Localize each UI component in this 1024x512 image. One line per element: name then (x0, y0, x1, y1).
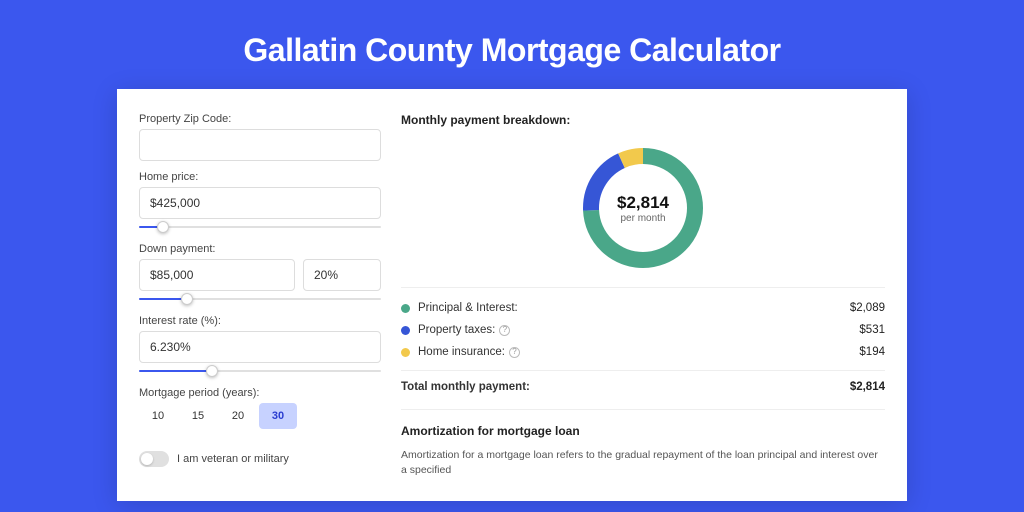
home-price-label: Home price: (139, 171, 381, 183)
veteran-toggle-row: I am veteran or military (139, 451, 381, 467)
slider-thumb[interactable] (206, 365, 218, 377)
amortization-section: Amortization for mortgage loan Amortizat… (401, 409, 885, 477)
veteran-toggle[interactable] (139, 451, 169, 467)
page-title: Gallatin County Mortgage Calculator (243, 32, 780, 69)
legend-dot-icon (401, 304, 410, 313)
home-price-slider[interactable] (139, 221, 381, 233)
legend-dot-icon (401, 348, 410, 357)
period-label: Mortgage period (years): (139, 387, 381, 399)
period-option-15[interactable]: 15 (179, 403, 217, 429)
legend-label: Principal & Interest: (418, 302, 850, 314)
legend-value: $194 (859, 346, 885, 358)
interest-label: Interest rate (%): (139, 315, 381, 327)
info-icon[interactable]: ? (509, 347, 520, 358)
period-option-20[interactable]: 20 (219, 403, 257, 429)
legend-value: $531 (859, 324, 885, 336)
field-home-price: Home price: (139, 171, 381, 233)
legend-row: Property taxes:?$531 (401, 324, 885, 336)
total-label: Total monthly payment: (401, 381, 850, 393)
interest-slider[interactable] (139, 365, 381, 377)
slider-thumb[interactable] (157, 221, 169, 233)
legend-row: Home insurance:?$194 (401, 346, 885, 358)
down-payment-label: Down payment: (139, 243, 381, 255)
legend-label: Home insurance:? (418, 346, 859, 358)
down-payment-amount-input[interactable] (139, 259, 295, 291)
amortization-text: Amortization for a mortgage loan refers … (401, 448, 885, 477)
inputs-column: Property Zip Code: Home price: Down paym… (139, 113, 381, 501)
field-down-payment: Down payment: (139, 243, 381, 305)
interest-input[interactable] (139, 331, 381, 363)
slider-thumb[interactable] (181, 293, 193, 305)
period-option-30[interactable]: 30 (259, 403, 297, 429)
legend-dot-icon (401, 326, 410, 335)
calculator-card: Property Zip Code: Home price: Down paym… (117, 89, 907, 501)
zip-label: Property Zip Code: (139, 113, 381, 125)
info-icon[interactable]: ? (499, 325, 510, 336)
legend-row: Principal & Interest:$2,089 (401, 302, 885, 314)
field-interest: Interest rate (%): (139, 315, 381, 377)
breakdown-title: Monthly payment breakdown: (401, 113, 885, 127)
veteran-label: I am veteran or military (177, 453, 289, 465)
down-payment-slider[interactable] (139, 293, 381, 305)
field-zip: Property Zip Code: (139, 113, 381, 161)
legend-value: $2,089 (850, 302, 885, 314)
home-price-input[interactable] (139, 187, 381, 219)
donut-center-sub: per month (620, 213, 665, 224)
period-option-10[interactable]: 10 (139, 403, 177, 429)
total-value: $2,814 (850, 381, 885, 393)
zip-input[interactable] (139, 129, 381, 161)
period-options: 10152030 (139, 403, 381, 429)
field-period: Mortgage period (years): 10152030 (139, 387, 381, 429)
legend-total-row: Total monthly payment:$2,814 (401, 370, 885, 393)
down-payment-percent-input[interactable] (303, 259, 381, 291)
donut-chart: $2,814 per month (401, 143, 885, 273)
donut-center-value: $2,814 (617, 193, 669, 213)
legend: Principal & Interest:$2,089 Property taxe… (401, 287, 885, 393)
breakdown-column: Monthly payment breakdown: $2,814 per mo… (401, 113, 885, 501)
legend-label: Property taxes:? (418, 324, 859, 336)
amortization-title: Amortization for mortgage loan (401, 424, 885, 438)
